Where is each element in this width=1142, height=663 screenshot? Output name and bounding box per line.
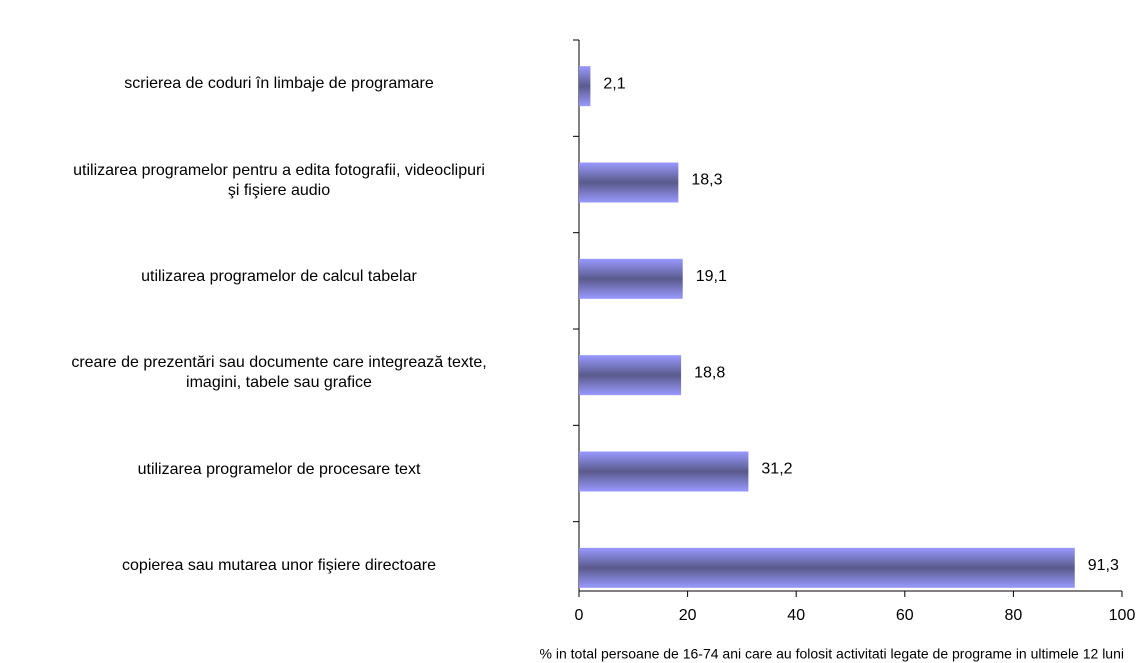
value-label: 18,8 bbox=[694, 364, 725, 381]
value-label: 19,1 bbox=[696, 268, 727, 285]
x-tick-label: 100 bbox=[1109, 607, 1136, 624]
value-label: 91,3 bbox=[1088, 557, 1119, 574]
category-label: utilizarea programelor pentru a edita fo… bbox=[73, 161, 485, 199]
value-label: 31,2 bbox=[761, 461, 792, 478]
bar bbox=[579, 547, 1075, 588]
category-label: utilizarea programelor de calcul tabelar bbox=[141, 267, 417, 285]
category-label: utilizarea programelor de procesare text bbox=[137, 460, 421, 478]
x-tick-label: 40 bbox=[787, 607, 805, 624]
bar bbox=[579, 355, 682, 396]
category-label: scrierea de coduri în limbaje de program… bbox=[124, 75, 434, 93]
x-tick-label: 20 bbox=[679, 607, 697, 624]
value-label: 18,3 bbox=[691, 172, 722, 189]
category-label: creare de prezentări sau documente care … bbox=[71, 354, 487, 392]
category-label: copierea sau mutarea unor fişiere direct… bbox=[122, 556, 436, 574]
value-label: 2,1 bbox=[603, 75, 625, 92]
bar bbox=[579, 258, 683, 299]
bar bbox=[579, 451, 749, 492]
x-tick-label: 0 bbox=[575, 607, 584, 624]
x-tick-label: 60 bbox=[896, 607, 914, 624]
x-tick-label: 80 bbox=[1005, 607, 1023, 624]
x-axis-title: % in total persoane de 16-74 ani care au… bbox=[540, 646, 1124, 662]
bar bbox=[579, 66, 591, 107]
bar bbox=[579, 162, 679, 203]
